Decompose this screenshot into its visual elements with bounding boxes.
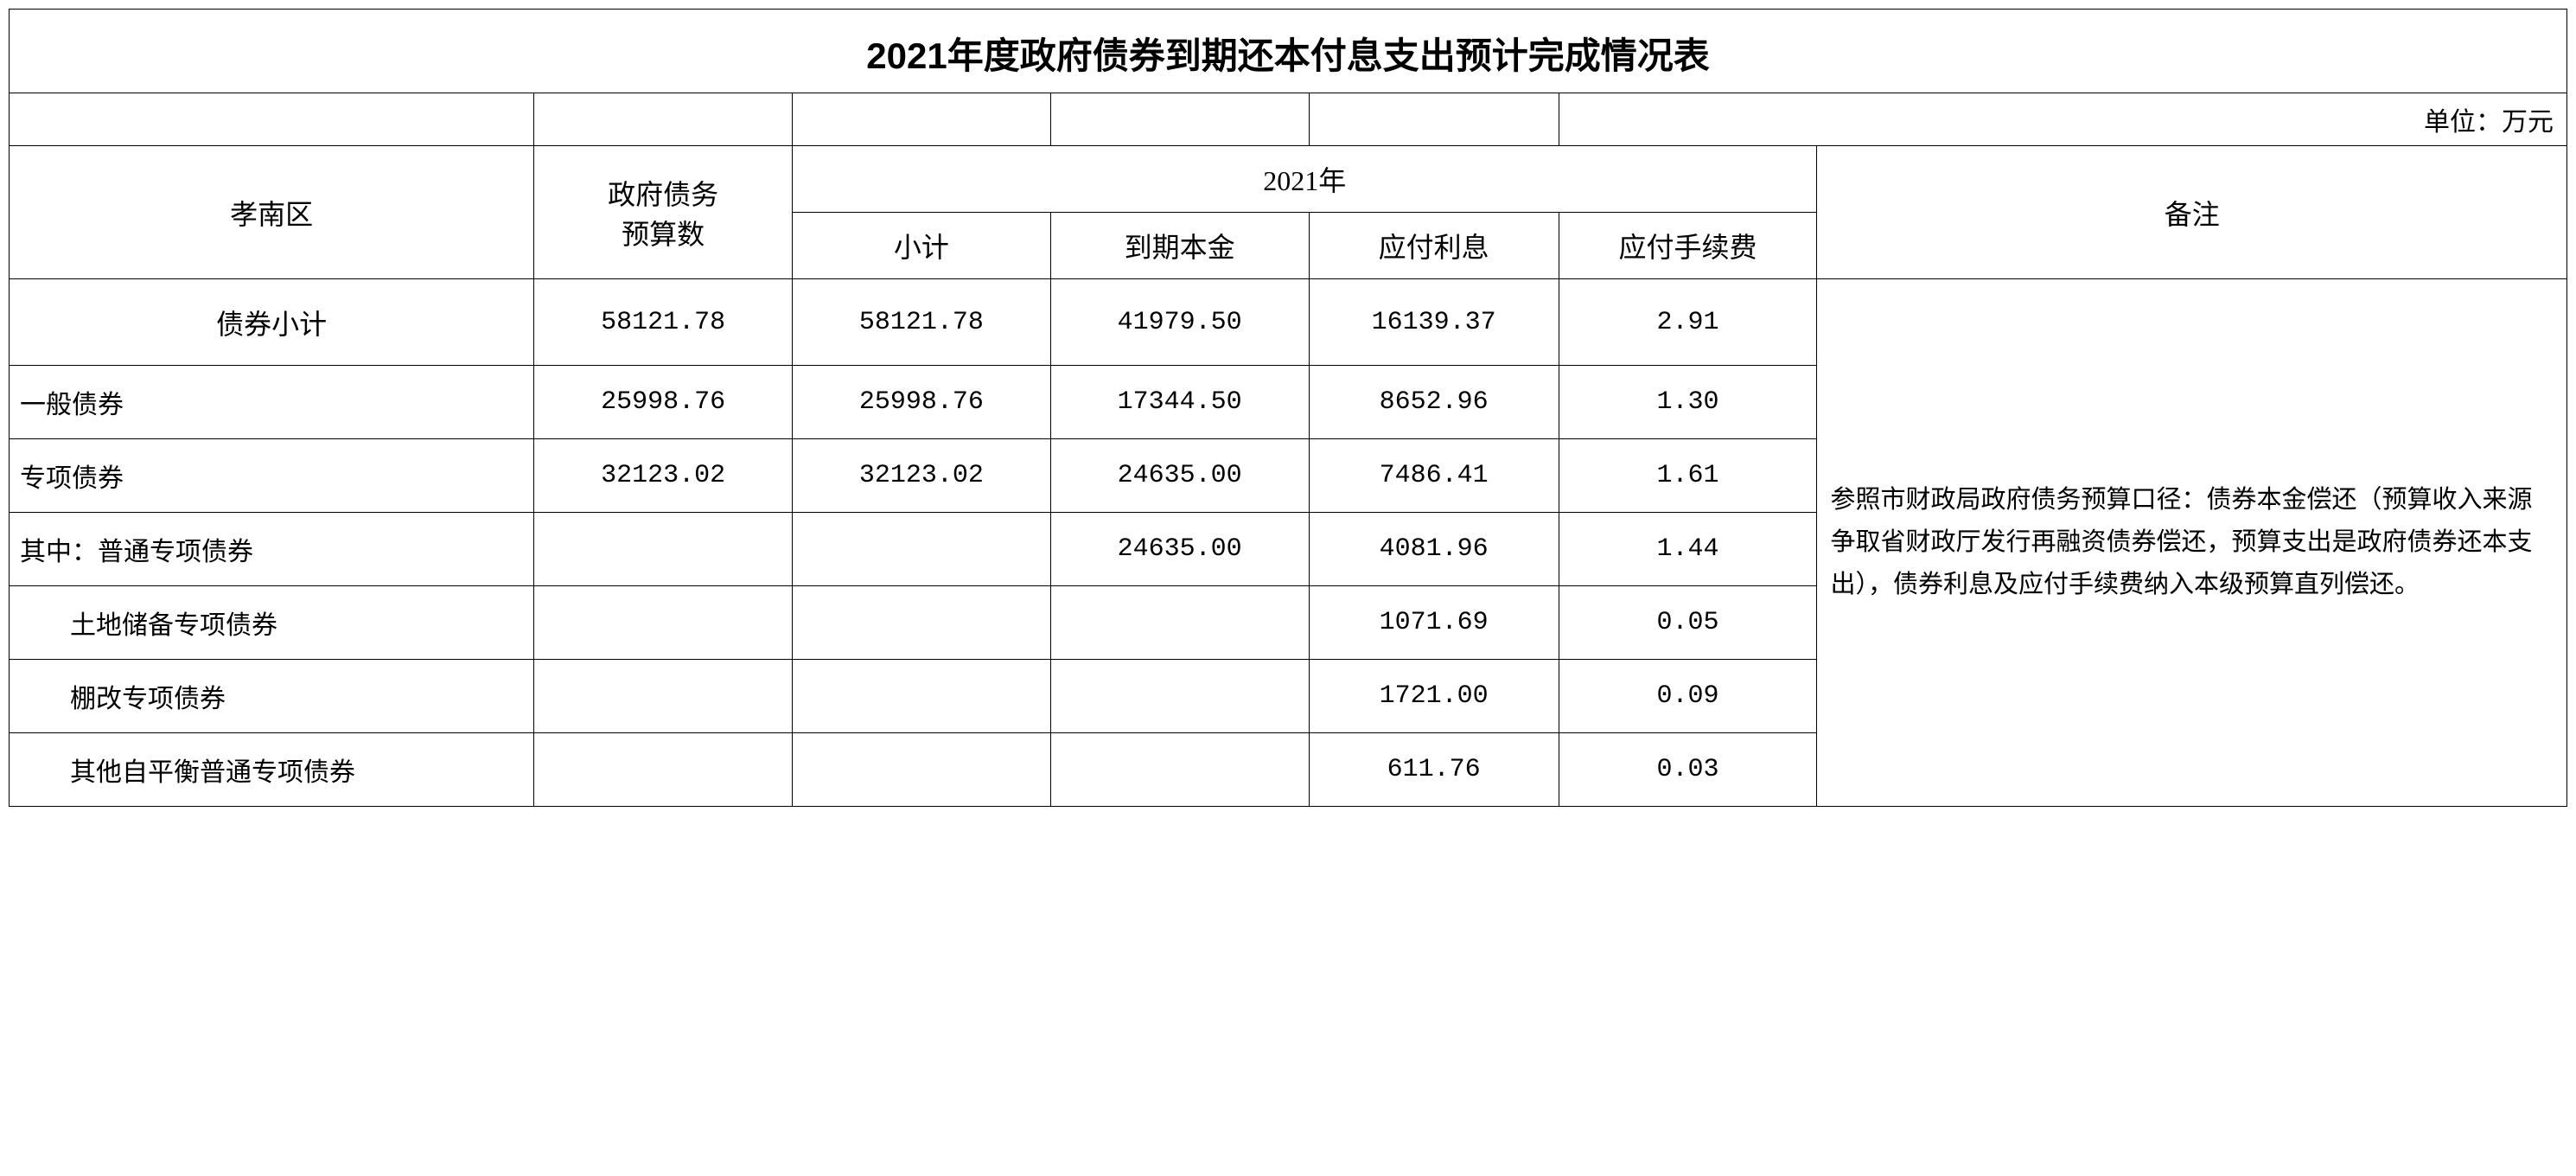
row-label: 债券小计 — [10, 279, 534, 366]
header-year: 2021年 — [792, 146, 1816, 213]
header-budget: 政府债务 预算数 — [534, 146, 793, 279]
header-principal: 到期本金 — [1050, 213, 1309, 279]
header-subtotal: 小计 — [792, 213, 1050, 279]
row-interest: 16139.37 — [1309, 279, 1559, 366]
row-principal — [1050, 733, 1309, 807]
row-label: 其他自平衡普通专项债券 — [10, 733, 534, 807]
row-budget: 58121.78 — [534, 279, 793, 366]
row-subtotal: 58121.78 — [792, 279, 1050, 366]
row-interest: 1721.00 — [1309, 660, 1559, 733]
header-region: 孝南区 — [10, 146, 534, 279]
unit-blank-2 — [534, 93, 793, 146]
row-subtotal — [792, 660, 1050, 733]
row-subtotal — [792, 586, 1050, 660]
row-fee: 0.03 — [1559, 733, 1817, 807]
table-row: 债券小计 58121.78 58121.78 41979.50 16139.37… — [10, 279, 2567, 366]
row-fee: 0.05 — [1559, 586, 1817, 660]
row-budget — [534, 586, 793, 660]
title-row: 2021年度政府债券到期还本付息支出预计完成情况表 — [10, 10, 2567, 93]
unit-blank-1 — [10, 93, 534, 146]
row-principal: 24635.00 — [1050, 513, 1309, 586]
row-principal: 24635.00 — [1050, 439, 1309, 513]
row-budget: 32123.02 — [534, 439, 793, 513]
row-budget — [534, 513, 793, 586]
row-subtotal: 32123.02 — [792, 439, 1050, 513]
row-subtotal: 25998.76 — [792, 366, 1050, 439]
row-fee: 0.09 — [1559, 660, 1817, 733]
row-budget — [534, 660, 793, 733]
row-label: 棚改专项债券 — [10, 660, 534, 733]
row-subtotal — [792, 513, 1050, 586]
row-budget: 25998.76 — [534, 366, 793, 439]
row-principal: 41979.50 — [1050, 279, 1309, 366]
row-subtotal — [792, 733, 1050, 807]
row-principal — [1050, 586, 1309, 660]
header-interest: 应付利息 — [1309, 213, 1559, 279]
row-interest: 1071.69 — [1309, 586, 1559, 660]
table-title: 2021年度政府债券到期还本付息支出预计完成情况表 — [10, 10, 2567, 93]
row-interest: 7486.41 — [1309, 439, 1559, 513]
header-fee: 应付手续费 — [1559, 213, 1817, 279]
unit-label: 单位：万元 — [1559, 93, 2566, 146]
row-interest: 611.76 — [1309, 733, 1559, 807]
unit-row: 单位：万元 — [10, 93, 2567, 146]
row-fee: 1.61 — [1559, 439, 1817, 513]
row-fee: 1.44 — [1559, 513, 1817, 586]
header-remark: 备注 — [1817, 146, 2567, 279]
remark-text: 参照市财政局政府债务预算口径：债券本金偿还（预算收入来源争取省财政厅发行再融资债… — [1817, 279, 2567, 807]
row-label: 专项债券 — [10, 439, 534, 513]
unit-blank-4 — [1050, 93, 1309, 146]
row-fee: 1.30 — [1559, 366, 1817, 439]
row-principal — [1050, 660, 1309, 733]
unit-blank-3 — [792, 93, 1050, 146]
row-label: 一般债券 — [10, 366, 534, 439]
row-principal: 17344.50 — [1050, 366, 1309, 439]
header-row-1: 孝南区 政府债务 预算数 2021年 备注 — [10, 146, 2567, 213]
row-label: 土地储备专项债券 — [10, 586, 534, 660]
row-fee: 2.91 — [1559, 279, 1817, 366]
unit-blank-5 — [1309, 93, 1559, 146]
bond-repayment-table: 2021年度政府债券到期还本付息支出预计完成情况表 单位：万元 孝南区 政府债务… — [9, 9, 2567, 807]
row-label: 其中：普通专项债券 — [10, 513, 534, 586]
row-interest: 4081.96 — [1309, 513, 1559, 586]
row-interest: 8652.96 — [1309, 366, 1559, 439]
row-budget — [534, 733, 793, 807]
